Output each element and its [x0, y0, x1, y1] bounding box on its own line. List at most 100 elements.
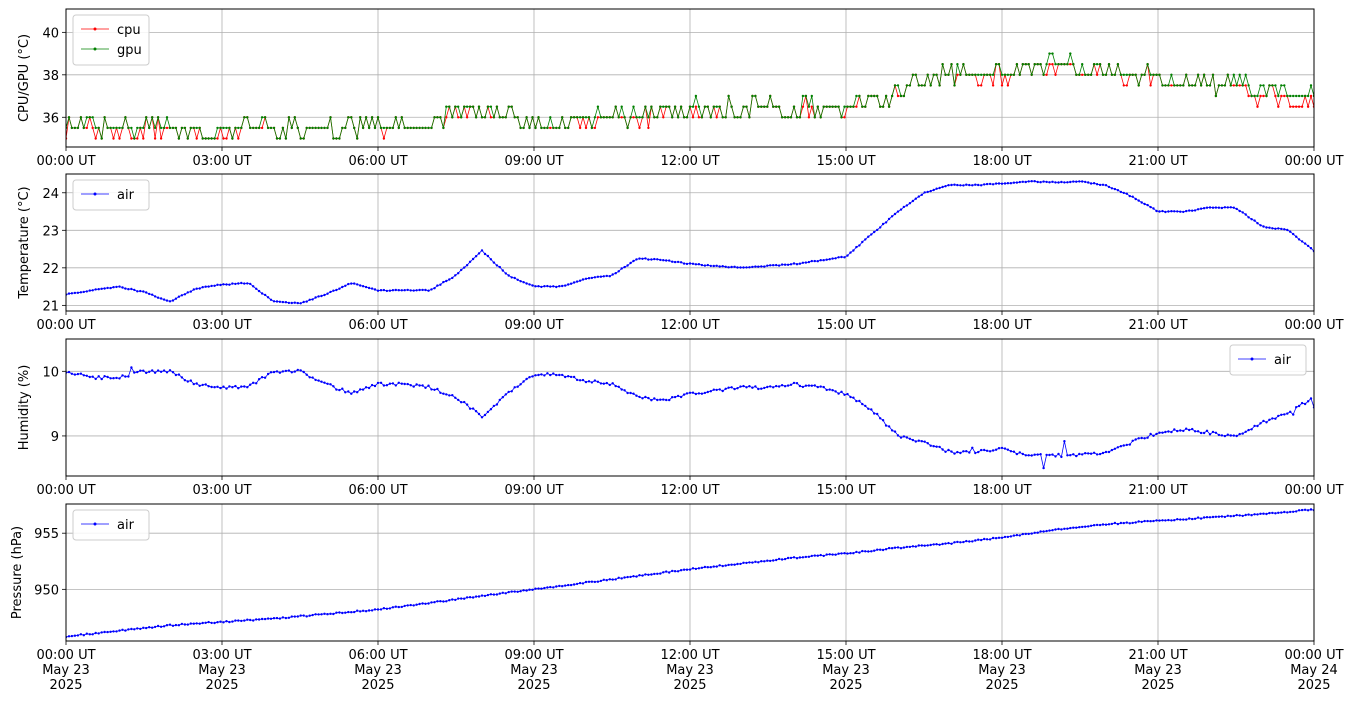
data-point-air [864, 550, 867, 553]
data-point-air [1030, 532, 1033, 535]
data-point-gpu [1196, 73, 1200, 77]
x-tick-label: 12:00 UT May 23 2025 [660, 648, 719, 693]
data-point-air [1309, 508, 1313, 511]
data-point-air [587, 580, 591, 583]
data-point-air [394, 384, 397, 387]
data-point-gpu [852, 105, 855, 108]
data-point-gpu [1072, 62, 1075, 66]
data-point-air [85, 374, 89, 377]
data-point-air [1030, 454, 1033, 457]
data-point-air [489, 408, 493, 411]
data-point-air [1202, 207, 1206, 210]
data-point-air [816, 260, 819, 263]
data-point-air [581, 378, 585, 382]
data-point-air [210, 284, 213, 288]
data-point-air [867, 407, 870, 410]
data-point-gpu [67, 116, 71, 119]
data-point-air [471, 596, 475, 599]
data-point-air [1092, 182, 1096, 185]
data-point-cpu [1277, 105, 1280, 108]
data-point-air [935, 187, 938, 190]
data-point-air [629, 261, 632, 265]
data-point-air [468, 260, 472, 263]
data-point-air [810, 384, 813, 387]
data-point-cpu [715, 116, 718, 119]
data-point-air [789, 383, 793, 386]
data-point-air [308, 376, 311, 379]
data-point-air [192, 288, 195, 291]
data-point-air [159, 297, 163, 300]
data-point-gpu [192, 126, 195, 130]
data-point-air [364, 386, 368, 389]
data-point-air [1268, 226, 1271, 229]
data-point-gpu [1241, 84, 1244, 87]
data-point-gpu [950, 62, 953, 66]
y-tick-label: 21 [42, 299, 59, 314]
data-point-gpu [905, 84, 909, 87]
data-point-gpu [644, 105, 647, 108]
data-point-air [82, 634, 86, 637]
data-point-gpu [189, 126, 192, 130]
data-point-air [917, 195, 920, 198]
data-point-air [834, 390, 837, 393]
data-point-air [151, 626, 154, 629]
data-point-air [1045, 529, 1048, 533]
data-point-air [106, 375, 109, 379]
data-point-air [510, 276, 513, 279]
data-point-air [424, 288, 427, 292]
data-point-air [757, 387, 760, 391]
data-point-cpu [195, 137, 198, 140]
data-point-gpu [849, 105, 852, 108]
data-point-air [305, 300, 308, 303]
data-point-air [685, 262, 689, 266]
data-point-air [1182, 518, 1185, 521]
data-point-gpu [748, 116, 751, 119]
data-point-air [608, 578, 611, 581]
data-point-air [344, 284, 347, 287]
data-point-air [97, 632, 100, 635]
data-point-gpu [1179, 84, 1182, 87]
data-point-air [893, 430, 897, 433]
data-point-gpu [564, 126, 567, 130]
data-point-air [353, 390, 356, 393]
data-point-air [959, 184, 962, 187]
data-point-gpu [1039, 62, 1042, 66]
data-point-air [641, 574, 644, 577]
data-point-air [988, 538, 992, 541]
data-point-air [177, 373, 181, 376]
data-point-air [938, 445, 941, 449]
data-point-air [460, 401, 463, 404]
data-point-cpu [1244, 84, 1247, 87]
data-point-gpu [356, 137, 359, 140]
data-point-air [1131, 521, 1134, 525]
data-point-air [516, 278, 519, 281]
y-tick-label: 22 [42, 262, 59, 277]
data-point-air [581, 278, 585, 281]
data-point-gpu [79, 116, 83, 119]
data-point-air [798, 556, 802, 559]
data-point-air [492, 404, 496, 408]
data-point-gpu [703, 105, 707, 108]
axes-frame [65, 8, 1315, 148]
data-point-air [272, 617, 276, 620]
data-point-gpu [736, 116, 739, 119]
data-point-air [228, 620, 231, 624]
data-point-gpu [1024, 62, 1028, 66]
data-point-gpu [914, 73, 917, 77]
data-point-air [584, 277, 588, 280]
data-point-gpu [281, 126, 285, 130]
data-point-air [1173, 210, 1176, 213]
data-point-air [85, 290, 89, 293]
data-point-gpu [721, 116, 724, 119]
data-point-air [237, 619, 240, 622]
data-point-air [709, 264, 712, 268]
x-tick-label: 09:00 UT May 23 2025 [504, 648, 563, 693]
data-point-air [991, 449, 995, 452]
data-point-gpu [825, 105, 828, 108]
data-point-air [769, 559, 772, 563]
data-point-air [1179, 429, 1182, 432]
data-point-cpu [697, 116, 701, 119]
data-point-gpu [962, 62, 965, 66]
data-point-air [397, 605, 400, 609]
data-point-air [1131, 439, 1134, 442]
